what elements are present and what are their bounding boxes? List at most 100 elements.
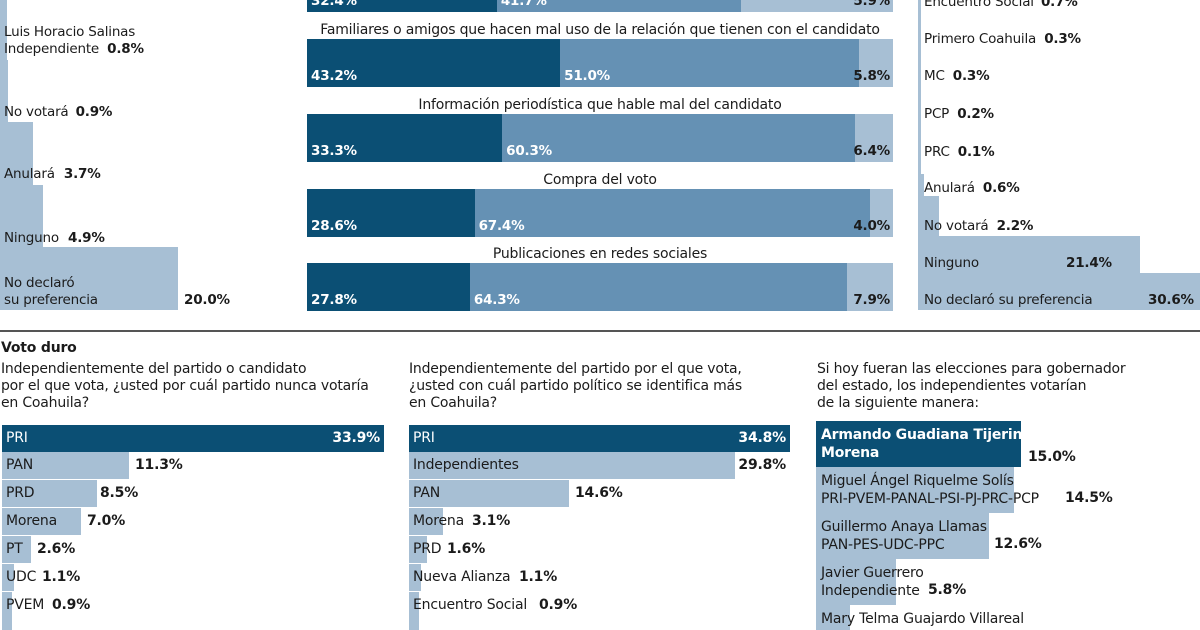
bar-row: PVEM 0.9% bbox=[2, 592, 384, 630]
label-line1: No votará bbox=[4, 104, 69, 120]
bar bbox=[816, 559, 896, 605]
bar bbox=[816, 605, 850, 630]
bar bbox=[2, 452, 129, 479]
segment-value: 41.7% bbox=[500, 0, 547, 9]
candidate-label: Armando Guadiana Tijerina Morena bbox=[821, 426, 1032, 462]
bar-row: PRI 34.8% bbox=[409, 425, 790, 452]
question-line: Independientemente del partido por el qu… bbox=[409, 361, 742, 377]
bar-value: 1.6% bbox=[447, 541, 486, 557]
segment-mid: 41.7% bbox=[496, 0, 742, 12]
value-label: 4.9% bbox=[68, 230, 105, 246]
candidate-name: Armando Guadiana Tijerina bbox=[821, 427, 1032, 443]
question-line: Si hoy fueran las elecciones para gobern… bbox=[817, 361, 1126, 377]
bar-prc bbox=[918, 160, 921, 174]
bar-row: PRD 1.6% bbox=[409, 536, 790, 563]
label-line2: su preferencia bbox=[4, 292, 98, 308]
bar bbox=[2, 564, 14, 591]
value-label: 30.6% bbox=[1148, 292, 1194, 308]
value-label: 0.3% bbox=[952, 68, 990, 84]
bar-value: 5.8% bbox=[928, 582, 967, 598]
bar bbox=[409, 592, 419, 630]
bar-label: PRD bbox=[6, 485, 35, 501]
bar-value: 1.1% bbox=[42, 569, 81, 585]
bar-no-votara bbox=[918, 196, 939, 236]
bar-row: UDC 1.1% bbox=[2, 564, 384, 591]
bar-value: 11.3% bbox=[135, 457, 183, 473]
candidate-name: Mary Telma Guajardo Villareal bbox=[821, 611, 1024, 627]
row-label: No declaró su preferencia bbox=[924, 292, 1093, 309]
candidate-row: Armando Guadiana Tijerina Morena 15.0% bbox=[816, 421, 1196, 467]
bar-no-declaro bbox=[0, 247, 178, 310]
segment-value: 67.4% bbox=[478, 218, 525, 234]
label-text: No votará bbox=[924, 218, 989, 234]
value-label: 2.2% bbox=[996, 218, 1034, 234]
bar-row: Encuentro Social 0.9% bbox=[409, 592, 790, 630]
segment-dark: 32.4% bbox=[307, 0, 497, 12]
value-label: 0.6% bbox=[982, 180, 1020, 196]
label-text: Encuentro Social bbox=[924, 0, 1034, 10]
bar-row: PRD 8.5% bbox=[2, 480, 384, 507]
bar-row: PT 2.6% bbox=[2, 536, 384, 563]
candidate-label: Javier Guerrero Independiente bbox=[821, 564, 924, 600]
segment-value: 51.0% bbox=[564, 68, 610, 84]
row-label: Anulará 0.6% bbox=[924, 180, 1020, 197]
candidate-party: PRI-PVEM-PANAL-PSI-PJ-PRC-PCP bbox=[821, 491, 1039, 507]
bar bbox=[409, 564, 421, 591]
label-line1: No declaró bbox=[4, 275, 75, 291]
segment-dark: 28.6% bbox=[307, 189, 475, 237]
row-label: Ninguno 4.9% bbox=[4, 230, 105, 247]
bar-no-votara bbox=[0, 60, 8, 122]
segment-dark: 33.3% bbox=[307, 114, 503, 162]
stacked-bar-row: 27.8% 64.3% 7.9% bbox=[307, 263, 893, 311]
row-label: Luis Horacio Salinas bbox=[4, 24, 135, 41]
question-line: en Coahuila? bbox=[409, 395, 497, 411]
segment-value: 28.6% bbox=[311, 218, 357, 234]
row-label: Anulará 3.7% bbox=[4, 166, 101, 183]
bar-label: PRI bbox=[6, 430, 28, 446]
bar bbox=[816, 467, 1014, 513]
bar-label: PAN bbox=[413, 485, 440, 501]
candidate-label: Mary Telma Guajardo Villareal bbox=[821, 610, 1024, 628]
candidate-party: Morena bbox=[821, 445, 880, 461]
bar-label: Morena bbox=[413, 513, 464, 529]
value-label: 0.8% bbox=[107, 41, 144, 57]
bar-luis-horacio-salinas bbox=[0, 0, 7, 60]
label-text: PRC bbox=[924, 144, 950, 160]
bar-ninguno bbox=[918, 236, 1140, 273]
stacked-bar-title: Familiares o amigos que hacen mal uso de… bbox=[320, 22, 880, 38]
label-line1: Anulará bbox=[4, 166, 55, 182]
candidate-party: Independiente bbox=[821, 583, 920, 599]
bar-value: 7.0% bbox=[87, 513, 126, 529]
question-line: del estado, los independientes votarían bbox=[817, 378, 1087, 394]
segment-value: 64.3% bbox=[473, 292, 520, 308]
bar-anulara bbox=[918, 174, 924, 210]
bar-label: PRD bbox=[413, 541, 442, 557]
value-label: 21.4% bbox=[1066, 255, 1112, 271]
stacked-bar-title: Compra del voto bbox=[543, 172, 657, 188]
question-line: en Coahuila? bbox=[1, 395, 89, 411]
candidate-name: Guillermo Anaya Llamas bbox=[821, 519, 987, 535]
bar-value: 14.6% bbox=[575, 485, 623, 501]
stacked-bar-title: Información periodística que hable mal d… bbox=[418, 97, 782, 113]
stacked-bar-title: Publicaciones en redes sociales bbox=[492, 246, 708, 262]
segment-value: 32.4% bbox=[311, 0, 357, 9]
question-line: de la siguiente manera: bbox=[817, 395, 979, 411]
row-label: Encuentro Social 0.7% bbox=[924, 0, 1078, 11]
label-line2: Independiente bbox=[4, 41, 100, 57]
bar-row: PAN 14.6% bbox=[409, 480, 790, 507]
bar-label: Nueva Alianza bbox=[413, 569, 511, 585]
bar bbox=[816, 421, 1021, 467]
segment-mid: 64.3% bbox=[469, 263, 847, 311]
bar-row: Independientes 29.8% bbox=[409, 452, 790, 479]
bar bbox=[2, 536, 31, 563]
bar-value: 14.5% bbox=[1065, 490, 1113, 506]
label-text: MC bbox=[924, 68, 945, 84]
bar bbox=[816, 513, 989, 559]
segment-value: 5.9% bbox=[853, 0, 890, 9]
segment-value: 43.2% bbox=[311, 68, 357, 84]
bar-value: 0.9% bbox=[539, 597, 578, 613]
bar bbox=[2, 425, 384, 452]
segment-mid: 60.3% bbox=[502, 114, 856, 162]
question-line: Independientemente del partido o candida… bbox=[1, 361, 307, 377]
row-label: MC 0.3% bbox=[924, 68, 990, 85]
